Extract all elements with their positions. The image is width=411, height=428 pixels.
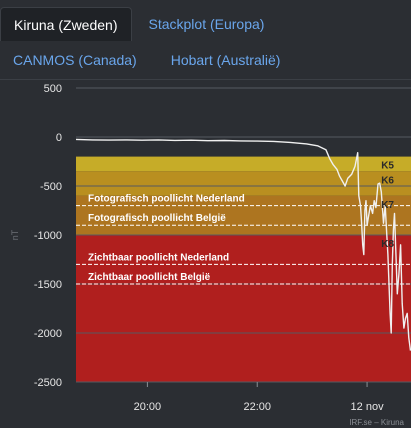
tabs-row-2: CANMOS (Canada) Hobart (Australië) bbox=[0, 42, 411, 78]
band-k8 bbox=[76, 235, 411, 382]
threshold-layer: Fotografisch poollicht Nederland Fotograf… bbox=[76, 194, 411, 285]
y-tick-label: -2000 bbox=[34, 328, 62, 340]
threshold-label-3: Zichtbaar poollicht België bbox=[88, 272, 211, 283]
threshold-label-0: Fotografisch poollicht Nederland bbox=[88, 194, 245, 205]
band-k7 bbox=[76, 195, 411, 235]
band-label-k7: K7 bbox=[381, 200, 394, 211]
x-tick-label: 22:00 bbox=[243, 401, 271, 413]
series-line bbox=[75, 138, 411, 351]
y-tick-label: 500 bbox=[44, 83, 62, 95]
band-k6 bbox=[76, 171, 411, 196]
band-label-k5: K5 bbox=[381, 161, 394, 172]
magnetometer-chart: Fotografisch poollicht Nederland Fotograf… bbox=[10, 83, 411, 427]
tabs-divider bbox=[0, 79, 411, 80]
band-label-layer: K5 K6 K7 K8 bbox=[381, 161, 394, 250]
y-tick-label: -1500 bbox=[34, 279, 62, 291]
tab-hobart[interactable]: Hobart (Australië) bbox=[170, 52, 281, 68]
tabs-row-1: Kiruna (Zweden) Stackplot (Europa) bbox=[0, 6, 411, 42]
y-tick-label: -2500 bbox=[34, 377, 62, 389]
y-axis-label: nT bbox=[10, 229, 20, 240]
y-tick-label: -1000 bbox=[34, 230, 62, 242]
x-tick-label: 12 nov bbox=[351, 401, 385, 413]
threshold-label-2: Zichtbaar poollicht Nederland bbox=[88, 252, 229, 263]
tab-canmos[interactable]: CANMOS (Canada) bbox=[13, 52, 137, 68]
band-label-k6: K6 bbox=[381, 175, 394, 186]
x-tick-label: 20:00 bbox=[134, 401, 162, 413]
tab-kiruna[interactable]: Kiruna (Zweden) bbox=[0, 7, 132, 41]
bands-layer bbox=[76, 156, 411, 382]
band-label-k8: K8 bbox=[381, 239, 394, 250]
y-tick-label: -500 bbox=[40, 181, 62, 193]
line-layer bbox=[75, 138, 411, 351]
tab-stackplot[interactable]: Stackplot (Europa) bbox=[148, 16, 265, 32]
band-k5 bbox=[76, 156, 411, 172]
credit-label: IRF.se – Kiruna bbox=[349, 418, 404, 427]
axis-layer: 500 0 -500 -1000 -1500 -2000 -2500 20:00 22:00 12… bbox=[34, 83, 384, 413]
y-tick-label: 0 bbox=[56, 132, 62, 144]
threshold-label-1: Fotografisch poollicht België bbox=[88, 213, 226, 224]
